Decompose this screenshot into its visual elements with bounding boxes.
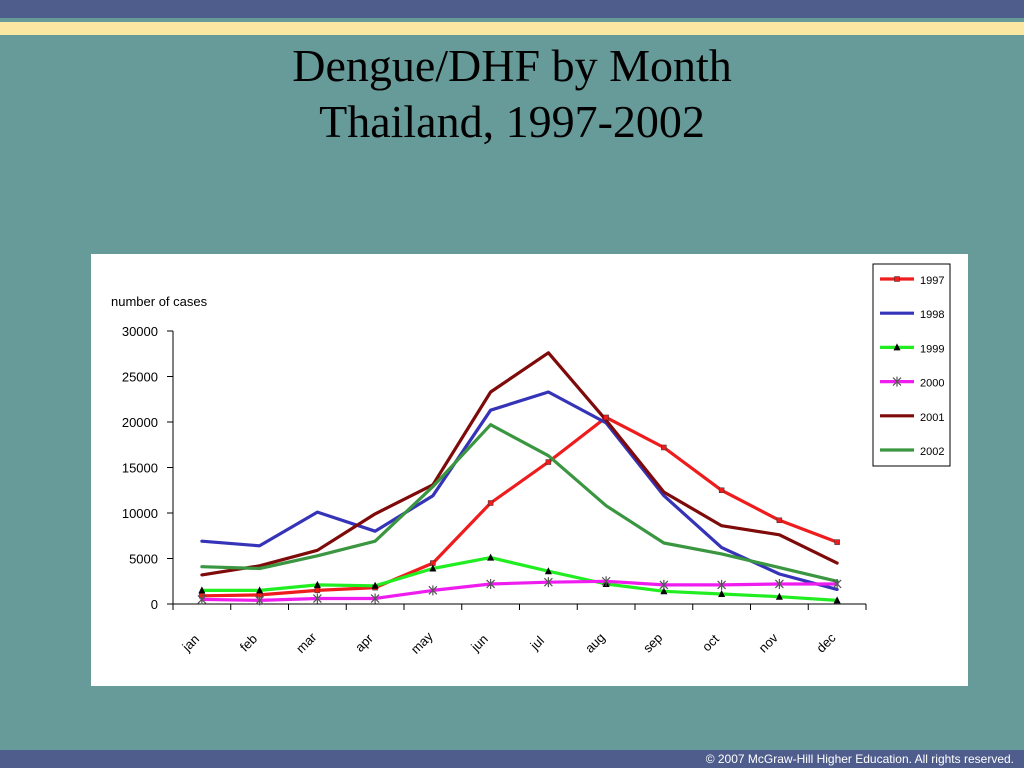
- x-tick-label: oct: [699, 631, 722, 654]
- x-tick-label: jun: [467, 631, 491, 655]
- point-marker: [893, 343, 901, 351]
- x-tick-label: feb: [237, 631, 260, 654]
- series-line-2000: [200, 579, 839, 602]
- x-tick-label: dec: [813, 630, 839, 656]
- chart-panel: 0 5000 10000 15000 20000 25000 30000 jan feb mar a…: [91, 254, 968, 686]
- point-marker: [718, 487, 725, 493]
- series-line-2002: [200, 423, 839, 583]
- point-marker: [313, 580, 321, 588]
- point-marker: [314, 587, 321, 594]
- legend-label-2001: 2001: [920, 412, 944, 424]
- legend-label-1998: 1998: [920, 309, 944, 321]
- x-tick-label: apr: [352, 630, 376, 654]
- x-tick-label: mar: [293, 629, 320, 656]
- point-marker: [717, 579, 727, 590]
- series-line-1998: [200, 390, 839, 591]
- point-marker: [544, 567, 552, 575]
- copyright-text: © 2007 McGraw-Hill Higher Education. All…: [705, 752, 1014, 766]
- point-marker: [429, 564, 437, 572]
- point-marker: [601, 576, 611, 587]
- point-marker: [775, 592, 783, 600]
- x-tick-label: may: [408, 628, 436, 656]
- title-line-2: Thailand, 1997-2002: [319, 96, 705, 147]
- point-marker: [255, 595, 265, 606]
- x-tick-label: aug: [582, 630, 608, 656]
- series-line-1999: [200, 556, 839, 602]
- slide-title: Dengue/DHF by Month Thailand, 1997-2002: [0, 38, 1024, 150]
- point-marker: [197, 594, 207, 605]
- legend-label-2002: 2002: [920, 446, 944, 458]
- title-line-1: Dengue/DHF by Month: [292, 40, 732, 91]
- point-marker: [776, 517, 783, 524]
- legend-box: [872, 263, 951, 467]
- point-marker: [312, 593, 322, 604]
- point-marker: [371, 581, 379, 589]
- x-tick-label: jul: [527, 633, 548, 654]
- point-marker: [603, 414, 609, 421]
- point-marker: [832, 578, 842, 589]
- point-marker: [774, 578, 784, 589]
- point-marker: [833, 596, 841, 604]
- y-tick-label: 15000: [122, 461, 158, 476]
- top-bar: [0, 0, 1024, 18]
- x-tick-label: nov: [755, 630, 781, 656]
- point-marker: [487, 553, 495, 561]
- point-marker: [661, 444, 667, 451]
- y-tick-label: 0: [151, 597, 158, 612]
- point-marker: [659, 579, 669, 590]
- series-line-1997: [200, 415, 839, 598]
- point-marker: [718, 589, 726, 597]
- point-marker: [545, 459, 552, 465]
- point-marker: [660, 587, 668, 595]
- y-tick-label: 25000: [122, 370, 158, 385]
- point-marker: [892, 376, 902, 387]
- footer-bar: © 2007 McGraw-Hill Higher Education. All…: [0, 750, 1024, 768]
- y-axis-title: number of cases: [111, 294, 208, 309]
- point-marker: [256, 586, 264, 594]
- point-marker: [486, 578, 496, 589]
- legend-label-1997: 1997: [920, 275, 944, 287]
- x-tick-label: jan: [179, 631, 203, 655]
- point-marker: [487, 500, 494, 506]
- line-chart: 0 5000 10000 15000 20000 25000 30000 jan feb mar a…: [111, 263, 951, 657]
- accent-stripe: [0, 22, 1024, 35]
- point-marker: [543, 577, 553, 588]
- legend-label-2000: 2000: [920, 378, 944, 390]
- point-marker: [428, 585, 438, 596]
- point-marker: [370, 593, 380, 604]
- y-tick-label: 20000: [122, 415, 158, 430]
- y-tick-label: 30000: [122, 324, 158, 339]
- series-line-2001: [200, 351, 839, 577]
- y-tick-label: 10000: [122, 506, 158, 521]
- point-marker: [198, 586, 206, 594]
- x-tick-label: sep: [640, 630, 665, 655]
- point-marker: [894, 276, 900, 282]
- y-tick-label: 5000: [129, 552, 158, 567]
- point-marker: [834, 539, 840, 545]
- legend-label-1999: 1999: [920, 343, 944, 355]
